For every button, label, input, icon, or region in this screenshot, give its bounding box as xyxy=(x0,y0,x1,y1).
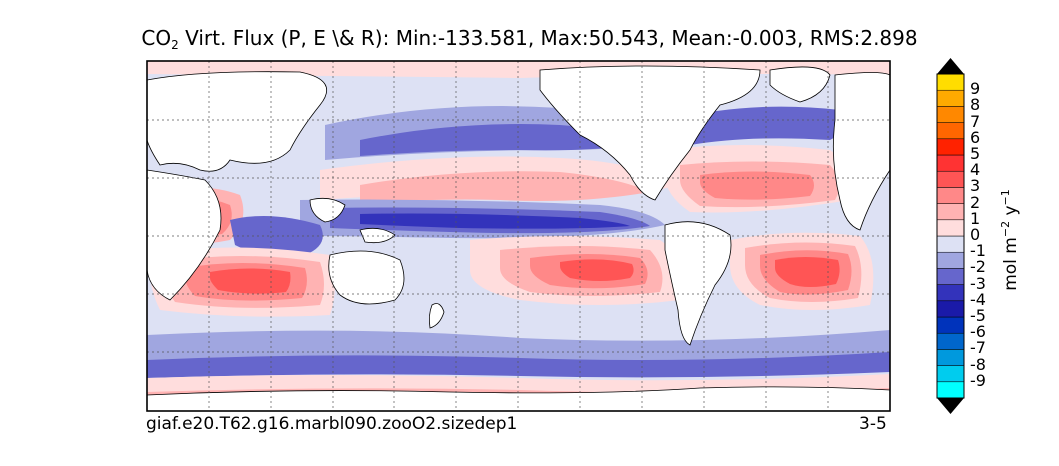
north-america-land xyxy=(539,65,761,201)
colorbar-tick-label: -6 xyxy=(970,322,986,342)
north-pacific-positive-core xyxy=(360,171,650,205)
colorbar-tick-label: -3 xyxy=(970,273,986,293)
colorbar-segment xyxy=(936,219,965,237)
equatorial-pacific-strong xyxy=(360,213,630,229)
colorbar-tick-label: 8 xyxy=(970,95,981,115)
indian-ocean-negative-core xyxy=(230,216,323,256)
colorbar-over-arrow xyxy=(937,58,964,74)
colorbar-tick-label: 1 xyxy=(970,208,981,228)
colorbar-segment xyxy=(936,268,965,285)
colorbar-under-arrow xyxy=(937,398,964,414)
colorbar-segment xyxy=(936,89,965,107)
colorbar-segment xyxy=(936,187,965,204)
plot-title: CO2 Virt. Flux (P, E \& R): Min:-133.581… xyxy=(0,26,1059,52)
colorbar-tick-label: -5 xyxy=(970,306,986,325)
colorbar xyxy=(936,58,965,414)
colorbar-tick-label: -9 xyxy=(970,370,986,390)
south-indian-positive-center xyxy=(210,268,291,294)
colorbar-tick-label: 3 xyxy=(970,176,981,196)
eurasia-land xyxy=(147,71,327,172)
colorbar-tick-label: -8 xyxy=(970,354,986,374)
south-america-land xyxy=(664,221,732,346)
colorbar-segment xyxy=(936,203,965,221)
colorbar-segment xyxy=(936,73,965,91)
units-exp2: −1 xyxy=(999,189,1013,206)
case-name-label: giaf.e20.T62.g16.marbl090.zooO2.sizedep1 xyxy=(146,414,518,434)
colorbar-segment xyxy=(936,284,965,302)
colorbar-segment xyxy=(936,349,965,366)
colorbar-segment xyxy=(936,235,965,253)
south-atlantic-positive-center xyxy=(775,257,840,287)
colorbar-units-label: mol m−2 y−1 xyxy=(999,189,1021,291)
europe-africa-east-land xyxy=(832,72,890,231)
year-range-label: 3-5 xyxy=(859,414,887,434)
title-prefix: CO xyxy=(141,26,172,50)
colorbar-tick-label: -4 xyxy=(970,289,986,309)
title-subscript: 2 xyxy=(171,38,179,52)
units-mid: y xyxy=(1000,205,1021,221)
colorbar-outline xyxy=(936,73,965,399)
colorbar-tick-label: 5 xyxy=(970,144,981,163)
colorbar-segment xyxy=(936,251,965,269)
maritime-continent-islands xyxy=(309,197,396,244)
graticule xyxy=(147,61,890,411)
title-text: Virt. Flux (P, E \& R): Min:-133.581, Ma… xyxy=(178,26,918,50)
new-zealand-land xyxy=(428,303,445,329)
map-frame xyxy=(146,60,891,412)
colorbar-segment xyxy=(936,300,965,318)
colorbar-tick-label: 6 xyxy=(970,127,981,147)
colorbar-segment xyxy=(936,332,965,350)
colorbar-tick-label: -1 xyxy=(970,241,986,261)
colorbar-segment xyxy=(936,381,965,399)
colorbar-segment xyxy=(936,316,965,334)
colorbar-segment xyxy=(936,138,965,156)
colorbar-segment xyxy=(936,154,965,172)
greenland-land xyxy=(769,66,831,103)
north-atlantic-negative-band xyxy=(670,106,844,145)
colorbar-tick-label: -2 xyxy=(970,257,986,277)
units-exp1: −2 xyxy=(999,220,1013,238)
colorbar-segment xyxy=(936,170,965,188)
south-pacific-positive-center xyxy=(560,259,634,281)
colorbar-tick-label: 2 xyxy=(970,192,981,212)
colorbar-segment xyxy=(936,106,965,123)
colorbar-tick-label: 4 xyxy=(970,160,981,180)
colorbar-segment xyxy=(936,122,965,140)
colorbar-tick-label: 9 xyxy=(970,79,981,99)
colorbar-tick-label: 0 xyxy=(970,225,981,244)
colorbar-tick-label: -7 xyxy=(970,338,986,358)
colorbar-segment xyxy=(936,365,965,383)
units-prefix: mol m xyxy=(1000,237,1021,291)
australia-land xyxy=(328,250,405,305)
north-atlantic-positive-core xyxy=(700,171,814,200)
colorbar-tick-label: 7 xyxy=(970,111,981,131)
